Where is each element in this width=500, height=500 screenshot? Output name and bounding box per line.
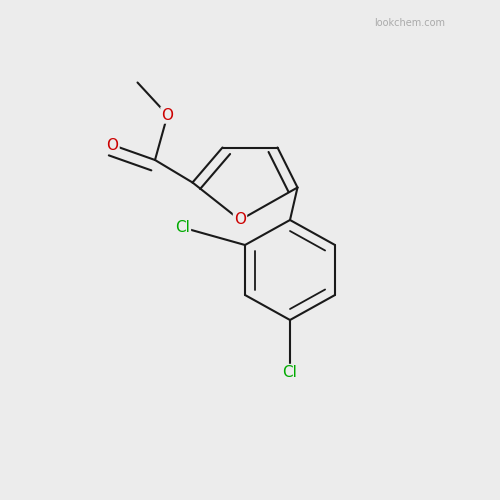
Text: O: O	[234, 212, 246, 228]
Text: O: O	[106, 138, 118, 152]
Text: lookchem.com: lookchem.com	[374, 18, 446, 28]
Text: O: O	[162, 108, 173, 122]
Text: Cl: Cl	[175, 220, 190, 235]
Text: Cl: Cl	[282, 365, 298, 380]
